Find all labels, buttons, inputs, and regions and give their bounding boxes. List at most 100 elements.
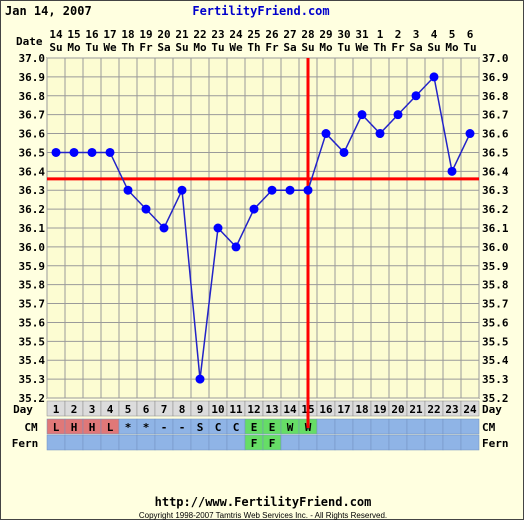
y-tick-label-left: 36.2 <box>19 203 46 216</box>
cm-cell <box>442 418 462 435</box>
day-number: 14 <box>283 403 297 416</box>
temperature-point[interactable] <box>303 185 313 195</box>
temperature-point[interactable] <box>105 147 115 157</box>
weekday-label: Su <box>427 41 440 54</box>
date-number: 20 <box>157 28 170 41</box>
start-date: Jan 14, 2007 <box>5 4 92 18</box>
day-number: 13 <box>265 403 278 416</box>
temperature-point[interactable] <box>159 223 169 233</box>
fern-value: F <box>251 437 258 450</box>
y-tick-label-left: 35.9 <box>19 260 46 273</box>
y-tick-label-left: 36.6 <box>19 128 46 141</box>
footer-url[interactable]: http://www.FertilityFriend.com <box>155 495 372 509</box>
temperature-point[interactable] <box>429 72 439 82</box>
day-number: 11 <box>229 403 243 416</box>
cm-value: L <box>53 421 60 434</box>
day-number: 21 <box>409 403 423 416</box>
temperature-point[interactable] <box>123 185 133 195</box>
day-number: 8 <box>179 403 186 416</box>
temperature-point[interactable] <box>141 204 151 214</box>
temperature-point[interactable] <box>411 91 421 101</box>
cm-value: E <box>269 421 276 434</box>
date-number: 18 <box>121 28 134 41</box>
temperature-point[interactable] <box>447 166 457 176</box>
temperature-point[interactable] <box>51 147 61 157</box>
temperature-point[interactable] <box>249 204 259 214</box>
day-number: 2 <box>71 403 78 416</box>
fern-cell <box>226 434 246 451</box>
temperature-point[interactable] <box>69 147 79 157</box>
day-number: 9 <box>197 403 204 416</box>
date-number: 31 <box>355 28 369 41</box>
temperature-point[interactable] <box>321 129 331 139</box>
date-number: 24 <box>229 28 243 41</box>
temperature-point[interactable] <box>87 147 97 157</box>
date-number: 26 <box>265 28 279 41</box>
cm-value: H <box>89 421 96 434</box>
day-number: 23 <box>445 403 458 416</box>
y-tick-label-right: 36.3 <box>482 184 509 197</box>
temperature-point[interactable] <box>213 223 223 233</box>
fern-cell <box>100 434 120 451</box>
date-number: 22 <box>193 28 206 41</box>
y-tick-label-left: 36.1 <box>19 222 46 235</box>
y-tick-label-left: 36.4 <box>19 165 46 178</box>
date-number: 28 <box>301 28 314 41</box>
fern-cell <box>172 434 192 451</box>
fern-cell <box>82 434 102 451</box>
y-tick-label-right: 36.1 <box>482 222 509 235</box>
y-tick-label-left: 35.6 <box>19 316 46 329</box>
date-number: 1 <box>377 28 384 41</box>
day-number: 17 <box>337 403 350 416</box>
fern-cell <box>352 434 372 451</box>
fern-row-label-right: Fern <box>482 437 509 450</box>
temperature-point[interactable] <box>231 242 241 252</box>
fern-cell <box>190 434 210 451</box>
cm-cell <box>424 418 444 435</box>
site-name[interactable]: FertilityFriend.com <box>192 4 329 18</box>
weekday-label: Su <box>49 41 62 54</box>
date-number: 25 <box>247 28 260 41</box>
cm-value: E <box>251 421 258 434</box>
weekday-label: Mo <box>445 41 459 54</box>
date-number: 3 <box>413 28 420 41</box>
date-number: 16 <box>85 28 99 41</box>
y-tick-label-right: 36.8 <box>482 90 509 103</box>
temperature-point[interactable] <box>465 129 475 139</box>
cm-value: S <box>197 421 204 434</box>
day-number: 19 <box>373 403 386 416</box>
temperature-point[interactable] <box>393 110 403 120</box>
y-tick-label-right: 36.5 <box>482 146 509 159</box>
day-number: 1 <box>53 403 60 416</box>
y-tick-label-left: 35.7 <box>19 298 46 311</box>
date-number: 30 <box>337 28 350 41</box>
date-number: 15 <box>67 28 80 41</box>
y-tick-label-right: 36.7 <box>482 109 509 122</box>
y-tick-label-left: 36.3 <box>19 184 46 197</box>
cm-value: - <box>161 421 168 434</box>
y-tick-label-left: 35.4 <box>19 354 46 367</box>
cm-value: L <box>107 421 114 434</box>
temperature-point[interactable] <box>285 185 295 195</box>
fern-cell <box>370 434 390 451</box>
y-tick-label-right: 35.3 <box>482 373 509 386</box>
date-number: 2 <box>395 28 402 41</box>
temperature-point[interactable] <box>267 185 277 195</box>
cm-row-label-left: CM <box>24 421 38 434</box>
fern-cell <box>136 434 156 451</box>
temperature-point[interactable] <box>339 147 349 157</box>
temperature-point[interactable] <box>195 374 205 384</box>
cm-cell <box>388 418 408 435</box>
weekday-label: Tu <box>85 41 98 54</box>
day-number: 24 <box>463 403 477 416</box>
temperature-point[interactable] <box>375 129 385 139</box>
day-number: 7 <box>161 403 168 416</box>
day-number: 18 <box>355 403 368 416</box>
fern-cell <box>388 434 408 451</box>
y-tick-label-left: 36.7 <box>19 109 46 122</box>
weekday-label: Th <box>373 41 386 54</box>
fern-cell <box>154 434 174 451</box>
temperature-point[interactable] <box>357 110 367 120</box>
temperature-point[interactable] <box>177 185 187 195</box>
y-tick-label-right: 35.9 <box>482 260 509 273</box>
